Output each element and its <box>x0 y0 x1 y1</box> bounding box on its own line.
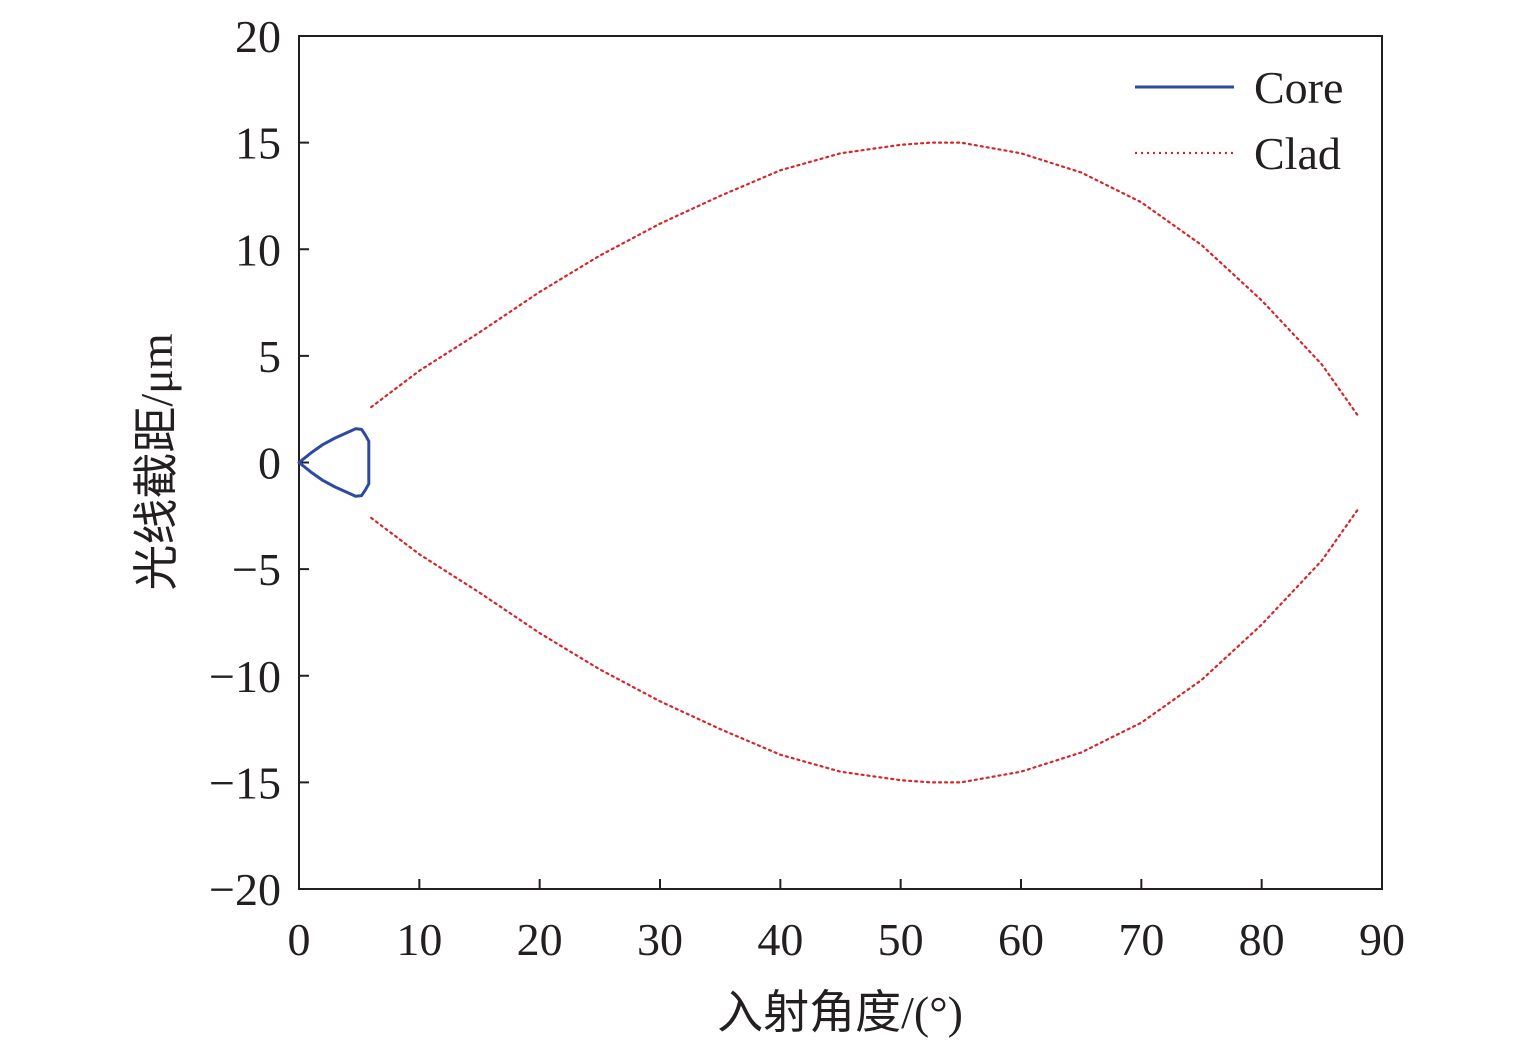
y-axis: −20 −15 −10 −5 0 5 10 15 20 <box>209 11 309 915</box>
x-axis: 0 10 20 30 40 50 60 70 80 90 <box>288 879 1405 965</box>
x-tick-label: 30 <box>637 914 683 965</box>
x-tick-label: 20 <box>517 914 563 965</box>
plot-frame <box>298 35 1383 890</box>
x-tick-label: 80 <box>1239 914 1285 965</box>
y-axis-title: 光线截距/μm <box>131 333 182 590</box>
x-tick-label: 70 <box>1118 914 1164 965</box>
y-tick-label: 20 <box>235 11 281 62</box>
x-tick-label: 0 <box>288 914 311 965</box>
y-tick-label: −5 <box>232 544 281 595</box>
x-tick-label: 90 <box>1359 914 1405 965</box>
x-tick-label: 50 <box>878 914 924 965</box>
y-tick-label: −15 <box>209 757 281 808</box>
legend-label-core: Core <box>1254 62 1343 113</box>
y-tick-label: 5 <box>258 331 281 382</box>
x-tick-label: 40 <box>757 914 803 965</box>
series-layer <box>297 141 1359 784</box>
y-tick-label: 15 <box>235 118 281 169</box>
y-tick-label: −20 <box>209 864 281 915</box>
series-line-clad-2 <box>370 508 1359 784</box>
plot-area <box>298 35 1383 890</box>
x-tick-label: 60 <box>998 914 1044 965</box>
y-tick-label: 0 <box>258 438 281 489</box>
series-line-core <box>297 427 371 498</box>
legend-label-clad: Clad <box>1254 128 1341 179</box>
series-line-clad-1 <box>370 141 1359 417</box>
y-tick-label: 10 <box>235 224 281 275</box>
legend: Core Clad <box>1135 62 1343 179</box>
y-tick-label: −10 <box>209 651 281 702</box>
x-axis-title: 入射角度/(°) <box>717 987 963 1038</box>
x-tick-label: 10 <box>396 914 442 965</box>
